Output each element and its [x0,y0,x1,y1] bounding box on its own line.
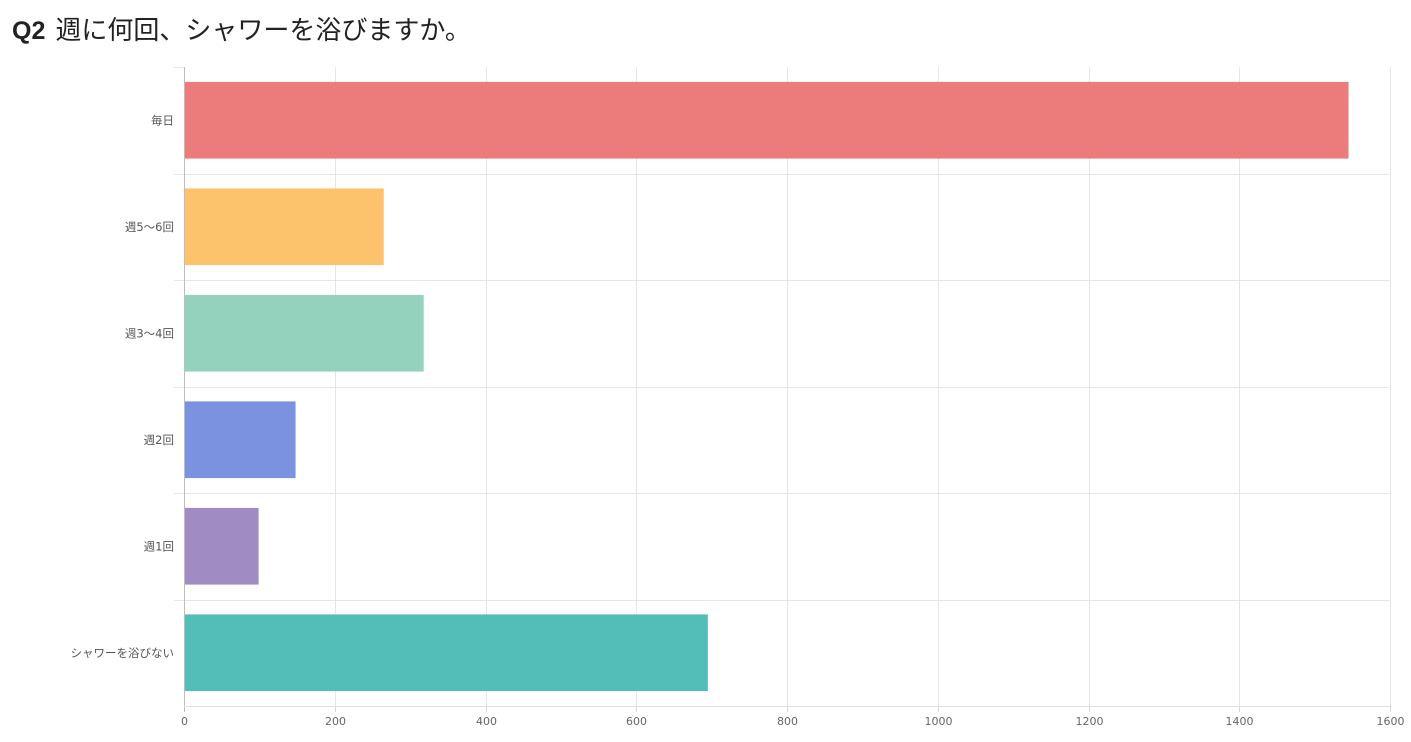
question-number: Q2 [12,17,46,45]
bars [184,81,1349,692]
y-category-label: 週1回 [144,539,174,553]
bar [184,294,424,372]
question-title: Q2 週に何回、シャワーを浴びますか。 [12,10,471,50]
x-tick-label: 1000 [925,715,953,728]
bar [184,81,1349,159]
y-category-label: シャワーを浴びない [71,646,175,660]
x-tick-label: 200 [325,715,346,728]
x-tick-label: 600 [626,715,647,728]
y-category-label: 毎日 [151,113,174,127]
bar [184,614,708,692]
y-category-label: 週2回 [144,433,174,447]
labels: 0 200 400 600 800 1000 1200 1400 1600 毎日週5〜6回週3〜4… [71,113,1405,728]
x-tick-label: 800 [777,715,798,728]
x-tick-label: 1200 [1076,715,1104,728]
question-text: 週に何回、シャワーを浴びますか。 [55,16,471,46]
x-tick-label: 1600 [1377,715,1405,728]
x-tick-label: 1400 [1226,715,1254,728]
x-tick-label: 0 [181,715,188,728]
grid-lines [174,67,1391,706]
y-category-label: 週5〜6回 [125,220,174,234]
y-category-label: 週3〜4回 [125,326,174,340]
x-tick-label: 400 [476,715,497,728]
bar [184,507,259,585]
bar [184,188,384,266]
axes [184,67,1391,712]
bar [184,401,296,479]
